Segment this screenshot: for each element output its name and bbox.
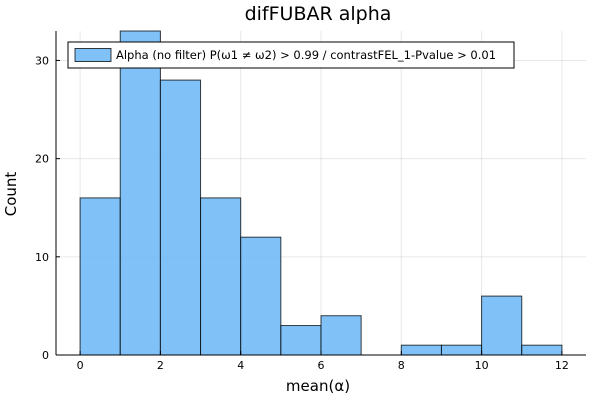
x-tick-label: 6 <box>318 359 325 372</box>
legend-label: Alpha (no filter) P(ω1 ≠ ω2) > 0.99 / co… <box>116 48 496 62</box>
histogram-bar <box>79 197 121 356</box>
legend-swatch <box>74 48 112 62</box>
legend: Alpha (no filter) P(ω1 ≠ ω2) > 0.99 / co… <box>67 41 515 69</box>
histogram-bar <box>159 79 202 356</box>
y-tick-label: 30 <box>35 54 49 67</box>
legend-box <box>67 41 515 69</box>
bars <box>79 30 563 356</box>
x-axis-label: mean(α) <box>286 377 350 395</box>
y-axis-label: Count <box>2 172 20 217</box>
x-tick-label: 0 <box>77 359 84 372</box>
histogram-bar <box>481 295 523 356</box>
y-tick-label: 0 <box>42 349 49 362</box>
x-tick-label: 12 <box>555 359 569 372</box>
y-tick-label: 20 <box>35 153 49 166</box>
x-tick-label: 8 <box>398 359 405 372</box>
histogram-bar <box>320 315 362 356</box>
histogram-bar <box>119 30 161 356</box>
x-tick-label: 2 <box>157 359 164 372</box>
histogram-bar <box>400 344 442 356</box>
histogram-bar <box>200 197 242 356</box>
histogram-bar <box>280 325 322 356</box>
y-tick-label: 10 <box>35 251 49 264</box>
x-tick-label: 4 <box>237 359 244 372</box>
histogram-bar <box>521 344 563 356</box>
x-tick-label: 10 <box>475 359 489 372</box>
axes <box>55 31 586 356</box>
chart-title: difFUBAR alpha <box>245 3 392 25</box>
histogram-bar <box>240 236 282 356</box>
tick-labels: 0 2 4 6 8 10 12 0 10 20 30 <box>35 54 569 372</box>
histogram-bar <box>440 344 483 356</box>
